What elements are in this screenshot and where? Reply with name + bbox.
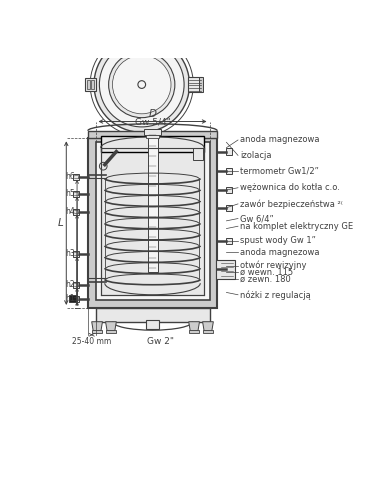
Circle shape: [99, 42, 184, 127]
FancyBboxPatch shape: [69, 295, 77, 302]
Text: L: L: [57, 218, 63, 228]
FancyBboxPatch shape: [144, 129, 161, 135]
Text: 25-40 mm: 25-40 mm: [72, 337, 111, 346]
Text: Gw 6/4”: Gw 6/4”: [240, 214, 274, 223]
Circle shape: [94, 37, 190, 132]
Circle shape: [109, 51, 175, 118]
FancyBboxPatch shape: [147, 129, 158, 272]
Text: zawór bezpieczeństwa ²⁽: zawór bezpieczeństwa ²⁽: [240, 199, 343, 209]
Text: na komplet elektryczny GE: na komplet elektryczny GE: [240, 222, 353, 231]
Polygon shape: [106, 322, 116, 331]
Text: anoda magnezowa: anoda magnezowa: [240, 135, 320, 144]
FancyBboxPatch shape: [226, 204, 232, 211]
Text: ø zewn. 180: ø zewn. 180: [240, 275, 291, 284]
FancyBboxPatch shape: [73, 251, 79, 257]
FancyBboxPatch shape: [88, 131, 217, 138]
Text: h6: h6: [65, 172, 75, 181]
Text: wężownica do kotła c.o.: wężownica do kotła c.o.: [240, 183, 340, 192]
Polygon shape: [189, 322, 199, 331]
FancyBboxPatch shape: [73, 191, 79, 197]
FancyBboxPatch shape: [73, 296, 79, 302]
Text: h2: h2: [65, 280, 75, 289]
Text: otwór rewizyjny: otwór rewizyjny: [240, 261, 307, 270]
FancyBboxPatch shape: [101, 148, 204, 295]
FancyBboxPatch shape: [216, 260, 235, 278]
FancyBboxPatch shape: [88, 138, 217, 308]
Text: Gw 2": Gw 2": [147, 337, 174, 346]
Circle shape: [113, 55, 171, 114]
FancyBboxPatch shape: [188, 77, 202, 92]
FancyBboxPatch shape: [189, 330, 199, 333]
Text: h4: h4: [65, 207, 75, 216]
Text: Gw 5/4": Gw 5/4": [135, 117, 170, 126]
FancyBboxPatch shape: [146, 320, 159, 329]
FancyBboxPatch shape: [96, 308, 209, 322]
FancyBboxPatch shape: [85, 78, 96, 92]
Text: h5: h5: [65, 190, 75, 198]
FancyBboxPatch shape: [96, 142, 209, 300]
FancyBboxPatch shape: [146, 134, 159, 138]
Text: nóżki z regulacją: nóżki z regulacją: [240, 290, 311, 300]
FancyBboxPatch shape: [73, 208, 79, 215]
FancyBboxPatch shape: [91, 80, 94, 89]
Text: h3: h3: [65, 250, 75, 258]
FancyBboxPatch shape: [106, 330, 116, 333]
Text: termometr Gw1/2”: termometr Gw1/2”: [240, 166, 319, 175]
Circle shape: [99, 162, 107, 170]
FancyBboxPatch shape: [73, 174, 79, 180]
FancyBboxPatch shape: [226, 148, 232, 155]
FancyBboxPatch shape: [92, 330, 103, 333]
FancyBboxPatch shape: [199, 77, 203, 92]
FancyBboxPatch shape: [87, 80, 90, 89]
Text: spust wody Gw 1”: spust wody Gw 1”: [240, 236, 316, 245]
Text: ø wewn. 115: ø wewn. 115: [240, 268, 293, 277]
FancyBboxPatch shape: [193, 148, 203, 160]
FancyBboxPatch shape: [226, 266, 232, 273]
FancyBboxPatch shape: [73, 282, 79, 288]
Text: izolacja: izolacja: [240, 151, 272, 160]
Polygon shape: [92, 322, 103, 331]
FancyBboxPatch shape: [226, 238, 232, 244]
FancyBboxPatch shape: [202, 330, 213, 333]
Text: anoda magnezowa: anoda magnezowa: [240, 248, 320, 257]
FancyBboxPatch shape: [226, 168, 232, 174]
FancyBboxPatch shape: [226, 187, 232, 193]
FancyBboxPatch shape: [101, 136, 204, 152]
Text: D: D: [149, 109, 156, 119]
Polygon shape: [202, 322, 213, 331]
Text: h1: h1: [65, 294, 75, 303]
